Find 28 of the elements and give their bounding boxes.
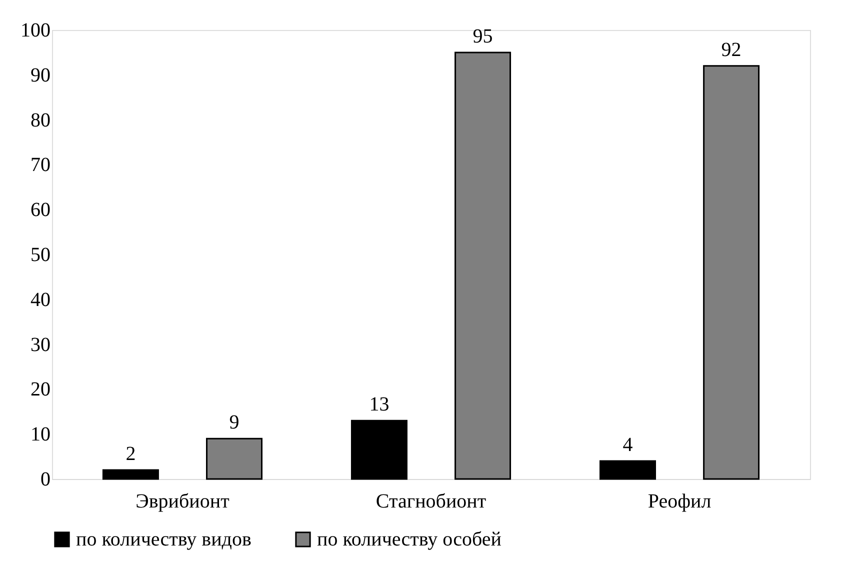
y-tick-label: 20 <box>30 378 50 401</box>
data-label: 92 <box>721 38 742 61</box>
y-tick-label: 50 <box>30 244 50 266</box>
y-tick-label: 90 <box>30 64 50 86</box>
y-tick-label: 0 <box>40 468 50 490</box>
bar <box>206 438 262 480</box>
x-tick-label: Реофил <box>648 490 712 512</box>
y-tick-label: 70 <box>30 154 50 176</box>
legend-label: по количеству особей <box>317 528 502 550</box>
bar <box>600 460 656 480</box>
y-tick-label: 10 <box>30 424 50 446</box>
y-tick-label: 30 <box>30 334 50 356</box>
bar <box>350 420 408 480</box>
bar <box>703 65 760 480</box>
bar <box>454 52 512 480</box>
x-tick-label: Стагнобионт <box>376 490 486 512</box>
y-tick-label: 80 <box>30 109 50 132</box>
data-label: 9 <box>229 412 240 434</box>
legend-label: по количеству видов <box>76 528 252 550</box>
data-label: 13 <box>369 394 390 416</box>
y-tick-label: 60 <box>30 199 50 222</box>
data-label: 4 <box>622 434 633 456</box>
y-tick-label: 100 <box>20 20 50 42</box>
bar <box>102 469 159 480</box>
y-tick-label: 40 <box>30 288 50 311</box>
x-tick-label: Эврибионт <box>136 490 230 512</box>
data-label: 2 <box>126 443 136 466</box>
data-label: 95 <box>472 25 493 48</box>
